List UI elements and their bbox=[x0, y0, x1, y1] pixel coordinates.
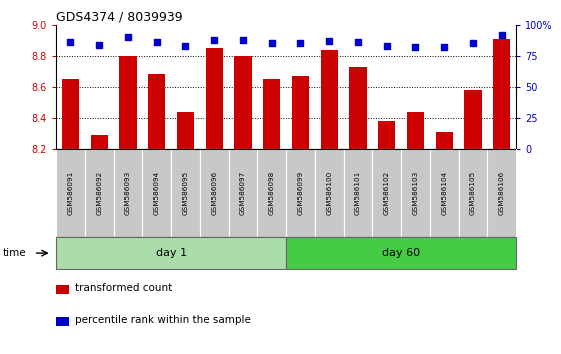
Text: GSM586104: GSM586104 bbox=[442, 171, 447, 215]
Bar bbox=[465, 90, 481, 149]
Bar bbox=[373, 149, 401, 237]
Bar bbox=[171, 149, 200, 237]
Text: GSM586098: GSM586098 bbox=[269, 171, 275, 215]
Bar bbox=[286, 237, 516, 269]
Bar bbox=[257, 149, 286, 237]
Point bbox=[152, 39, 161, 45]
Point bbox=[325, 38, 334, 44]
Bar bbox=[493, 39, 511, 149]
Bar bbox=[56, 149, 85, 237]
Text: GSM586096: GSM586096 bbox=[211, 171, 217, 215]
Text: GSM586092: GSM586092 bbox=[96, 171, 102, 215]
Text: GDS4374 / 8039939: GDS4374 / 8039939 bbox=[56, 11, 183, 24]
Bar bbox=[378, 121, 396, 149]
Bar bbox=[488, 149, 516, 237]
Text: day 1: day 1 bbox=[155, 248, 187, 258]
Bar bbox=[56, 317, 68, 326]
Text: GSM586094: GSM586094 bbox=[154, 171, 160, 215]
Point bbox=[353, 39, 362, 45]
Point bbox=[123, 34, 132, 40]
Bar bbox=[263, 79, 280, 149]
Text: transformed count: transformed count bbox=[75, 283, 173, 293]
Text: percentile rank within the sample: percentile rank within the sample bbox=[75, 315, 251, 325]
Text: GSM586106: GSM586106 bbox=[499, 171, 505, 215]
Point bbox=[468, 41, 477, 46]
Point bbox=[382, 43, 391, 48]
Bar bbox=[315, 149, 343, 237]
Point bbox=[95, 42, 104, 47]
Point bbox=[411, 44, 420, 50]
Point bbox=[296, 41, 305, 46]
Point bbox=[440, 44, 449, 50]
Point bbox=[238, 37, 247, 42]
Bar bbox=[205, 48, 223, 149]
Point bbox=[210, 37, 219, 42]
Point bbox=[267, 41, 276, 46]
Text: GSM586103: GSM586103 bbox=[412, 171, 419, 215]
Text: GSM586101: GSM586101 bbox=[355, 171, 361, 215]
Bar bbox=[407, 112, 424, 149]
Bar bbox=[343, 149, 373, 237]
Bar bbox=[142, 149, 171, 237]
Bar bbox=[401, 149, 430, 237]
Bar bbox=[200, 149, 229, 237]
Point bbox=[497, 32, 506, 38]
Bar bbox=[234, 56, 251, 149]
Bar bbox=[148, 74, 165, 149]
Text: GSM586105: GSM586105 bbox=[470, 171, 476, 215]
Bar bbox=[320, 50, 338, 149]
Text: GSM586095: GSM586095 bbox=[182, 171, 188, 215]
Point bbox=[181, 43, 190, 48]
Bar bbox=[430, 149, 459, 237]
Text: GSM586097: GSM586097 bbox=[240, 171, 246, 215]
Text: GSM586102: GSM586102 bbox=[384, 171, 390, 215]
Bar bbox=[229, 149, 257, 237]
Text: GSM586100: GSM586100 bbox=[327, 171, 332, 215]
Bar bbox=[56, 285, 68, 294]
Bar bbox=[350, 67, 366, 149]
Bar bbox=[286, 149, 315, 237]
Bar bbox=[435, 132, 453, 149]
Bar bbox=[119, 56, 136, 149]
Bar bbox=[458, 149, 488, 237]
Bar bbox=[90, 135, 108, 149]
Bar bbox=[292, 76, 309, 149]
Point bbox=[66, 39, 75, 45]
Bar bbox=[85, 149, 113, 237]
Bar bbox=[62, 79, 79, 149]
Bar bbox=[177, 112, 194, 149]
Text: GSM586093: GSM586093 bbox=[125, 171, 131, 215]
Bar bbox=[56, 237, 286, 269]
Bar bbox=[113, 149, 142, 237]
Text: day 60: day 60 bbox=[382, 248, 420, 258]
Text: time: time bbox=[3, 248, 26, 258]
Text: GSM586099: GSM586099 bbox=[297, 171, 304, 215]
Text: GSM586091: GSM586091 bbox=[67, 171, 73, 215]
